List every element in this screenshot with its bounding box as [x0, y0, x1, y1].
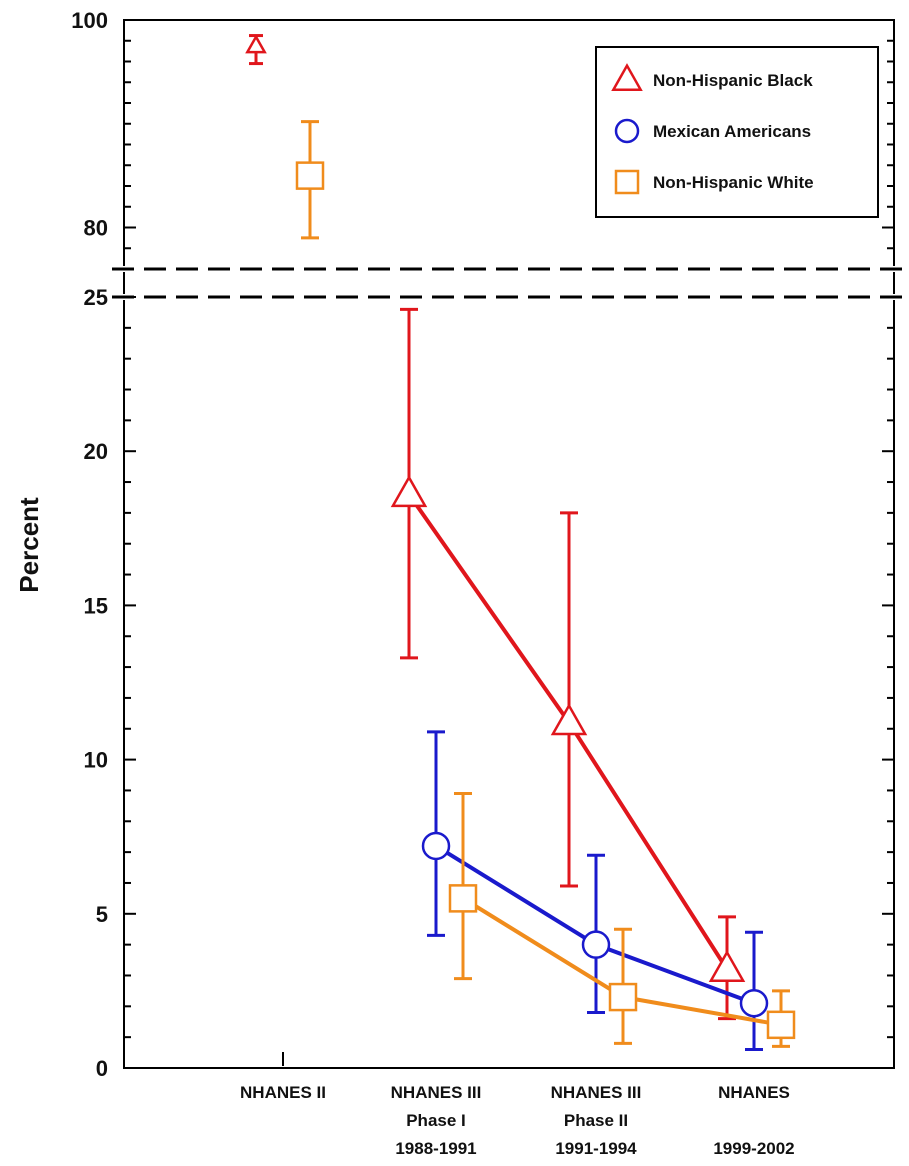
y-tick-label-1: 5 [96, 902, 108, 927]
y-tick-label-4: 20 [84, 439, 108, 464]
y-axis-title: Percent [14, 497, 44, 593]
x-category-label-2-2: 1991-1994 [555, 1139, 637, 1158]
x-category-label-3-2: 1999-2002 [713, 1139, 794, 1158]
data-point-2-3 [766, 1010, 796, 1040]
x-axis-category-labels: NHANES II NHANES III Phase I 1988-1991 NHANE… [240, 1083, 795, 1158]
y-axis-ticks [124, 19, 894, 1069]
y-axis-tick-labels: 0 5 10 15 20 25 80 100 [71, 8, 108, 1081]
x-category-label-3-0: NHANES [718, 1083, 790, 1102]
data-point-1-0 [421, 831, 451, 861]
data-point-0-0 [245, 34, 267, 54]
y-tick-label-3: 15 [84, 593, 108, 618]
data-point-2-1 [448, 884, 478, 913]
legend-label-2: Non-Hispanic White [653, 173, 814, 192]
y-tick-label-7: 100 [71, 8, 108, 33]
x-category-label-2-1: Phase II [564, 1111, 628, 1130]
data-point-2-2 [608, 982, 638, 1012]
data-point-1-2 [739, 988, 769, 1018]
y-tick-label-2: 10 [84, 748, 108, 773]
series-1 [421, 730, 769, 1051]
y-tick-label-0: 0 [96, 1056, 108, 1081]
x-category-label-0-0: NHANES II [240, 1083, 326, 1102]
legend-marker-1 [614, 118, 640, 144]
series-layer [245, 34, 796, 1051]
axis-break [112, 266, 906, 300]
legend-marker-0 [611, 63, 643, 91]
legend-label-1: Mexican Americans [653, 122, 811, 141]
y-tick-label-6: 80 [84, 216, 108, 241]
series-2 [295, 120, 796, 1048]
data-point-0-3 [708, 949, 746, 983]
legend: Non-Hispanic Black Mexican Americans Non-H… [595, 46, 879, 218]
legend-marker-2 [614, 169, 640, 195]
x-category-label-1-0: NHANES III [391, 1083, 482, 1102]
data-point-0-2 [550, 703, 588, 736]
x-category-label-2-0: NHANES III [551, 1083, 642, 1102]
x-category-label-1-1: Phase I [406, 1111, 466, 1130]
data-point-1-1 [581, 930, 611, 959]
data-point-0-1 [390, 474, 428, 508]
legend-box [595, 46, 879, 218]
y-tick-label-5: 25 [84, 285, 108, 310]
x-category-label-1-2: 1988-1991 [395, 1139, 476, 1158]
data-point-2-0 [295, 161, 325, 190]
series-0 [245, 34, 746, 1021]
legend-label-0: Non-Hispanic Black [653, 71, 813, 90]
